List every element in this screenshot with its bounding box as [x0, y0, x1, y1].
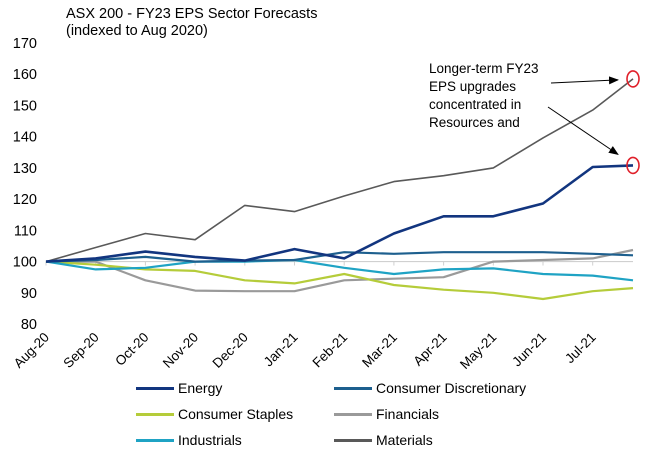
annotation-arrow — [550, 76, 619, 85]
highlight-circle — [626, 70, 640, 88]
x-tick-label: Nov-20 — [160, 330, 201, 371]
legend-swatch — [136, 412, 174, 416]
chart-title: ASX 200 - FY23 EPS Sector Forecasts — [66, 6, 318, 22]
annotation-line: concentrated in — [429, 97, 522, 112]
annotation-layer — [547, 70, 640, 175]
y-tick-label: 170 — [13, 36, 37, 52]
annotation-line: EPS upgrades — [429, 79, 517, 94]
series-line-industrials — [45, 258, 634, 282]
legend-label: Energy — [178, 380, 223, 396]
x-tick-label: Jul-21 — [562, 330, 599, 367]
highlight-circle — [626, 156, 640, 175]
legend-swatch — [334, 438, 372, 442]
legend-item-materials: Materials — [334, 430, 433, 450]
x-tick-label: Aug-20 — [11, 330, 52, 371]
chart-subtitle: (indexed to Aug 2020) — [66, 23, 208, 39]
y-tick-label: 130 — [13, 161, 37, 177]
legend-swatch — [334, 412, 372, 416]
x-tick-label: May-21 — [457, 330, 499, 372]
legend-item-industrials: Industrials — [136, 430, 242, 450]
legend-swatch — [334, 386, 372, 390]
legend-item-consumer-staples: Consumer Staples — [136, 404, 293, 424]
legend-item-energy: Energy — [136, 378, 222, 398]
annotation-line: Resources and — [429, 115, 520, 130]
x-tick-label: Oct-20 — [112, 330, 151, 369]
x-tick-label: Dec-20 — [210, 330, 251, 371]
chart-title-block: ASX 200 - FY23 EPS Sector Forecasts (ind… — [66, 6, 317, 40]
legend-swatch — [136, 438, 174, 442]
legend-label: Financials — [376, 406, 440, 422]
x-tick-label: Jun-21 — [509, 330, 549, 370]
y-tick-label: 90 — [21, 286, 37, 302]
y-tick-label: 120 — [13, 192, 37, 208]
y-tick-label: 140 — [13, 130, 37, 146]
series-line-materials — [45, 78, 634, 263]
y-tick-label: 110 — [14, 223, 37, 239]
x-tick-label: Mar-21 — [359, 330, 400, 371]
annotation-text: Longer-term FY23 EPS upgrades concentrat… — [429, 60, 539, 132]
y-tick-label: 100 — [13, 255, 37, 271]
legend-label: Materials — [376, 432, 433, 448]
series-line-financials — [46, 248, 634, 293]
legend-label: Industrials — [178, 432, 242, 448]
series-layer — [45, 78, 634, 301]
annotation-line: Longer-term FY23 — [429, 61, 539, 76]
series-line-energy — [45, 164, 634, 263]
x-tick-label: Jan-21 — [261, 330, 301, 370]
y-axis: 80 90 100 110 120 130 140 150 160 170 — [13, 36, 37, 333]
y-tick-label: 150 — [13, 98, 37, 114]
series-line-consumer-staples — [45, 260, 634, 301]
legend-item-consumer-discretionary: Consumer Discretionary — [334, 378, 526, 398]
legend-label: Consumer Staples — [178, 406, 294, 422]
legend-item-financials: Financials — [334, 404, 439, 424]
y-tick-label: 80 — [21, 317, 37, 333]
x-tick-label: Apr-21 — [410, 330, 449, 369]
x-tick-label: Sep-20 — [60, 330, 101, 371]
series-line-consumer-discretionary — [45, 251, 634, 263]
legend-label: Consumer Discretionary — [376, 380, 527, 396]
legend-swatch — [136, 386, 174, 390]
x-tick-label: Feb-21 — [309, 330, 350, 371]
annotation-arrow — [547, 106, 619, 155]
y-tick-label: 160 — [13, 67, 37, 83]
